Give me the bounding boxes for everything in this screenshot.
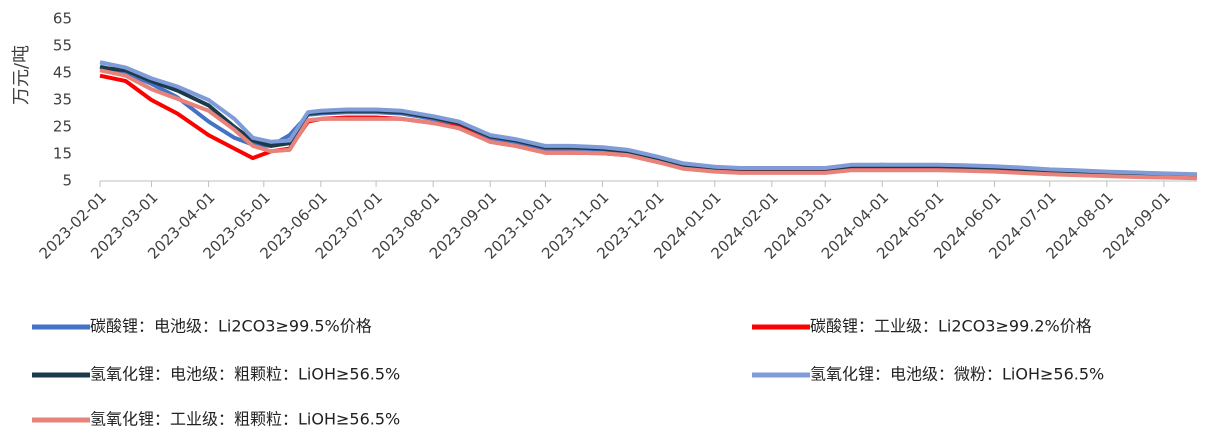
y-tick-label: 65 xyxy=(53,10,72,28)
legend-label: 氢氧化锂：工业级：粗颗粒：LiOH≥56.5% xyxy=(90,410,400,429)
y-tick-label: 25 xyxy=(53,118,72,136)
y-tick-label: 35 xyxy=(53,91,72,109)
y-tick-label: 55 xyxy=(53,37,72,55)
legend-label: 碳酸锂：工业级：Li2CO3≥99.2%价格 xyxy=(810,317,1092,336)
y-tick-label: 15 xyxy=(53,145,72,163)
y-tick-label: 45 xyxy=(53,64,72,82)
legend-label: 氢氧化锂：电池级：粗颗粒：LiOH≥56.5% xyxy=(90,365,400,384)
legend-label: 碳酸锂：电池级：Li2CO3≥99.5%价格 xyxy=(90,317,372,336)
legend-label: 氢氧化锂：电池级：微粉：LiOH≥56.5% xyxy=(810,365,1104,384)
y-tick-label: 5 xyxy=(62,172,72,190)
series-line xyxy=(99,68,1198,181)
series-line xyxy=(99,60,1198,177)
y-axis-label: 万元/吨 xyxy=(11,45,32,105)
